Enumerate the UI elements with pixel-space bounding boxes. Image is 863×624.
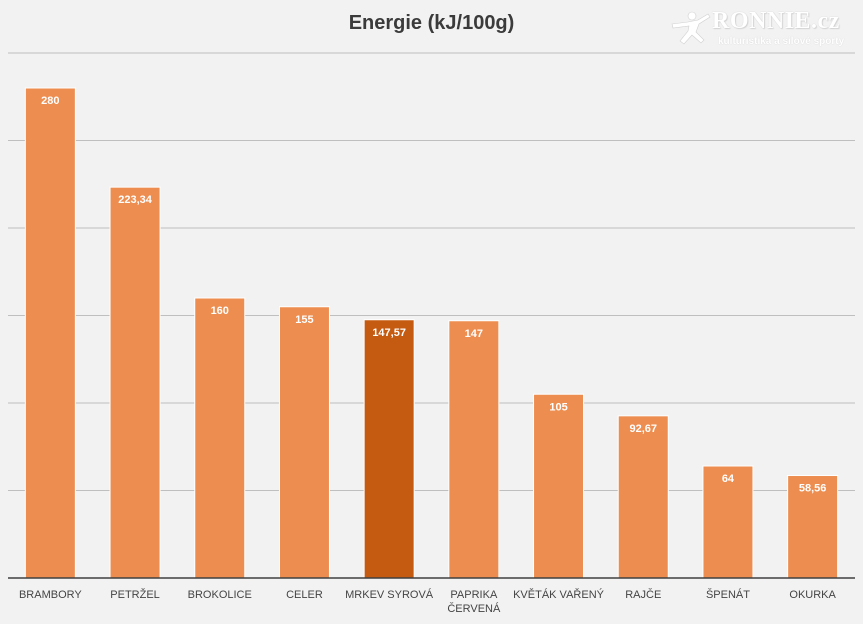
- category-label: BRAMBORY: [19, 589, 82, 601]
- category-label: KVĚTÁK VAŘENÝ: [513, 588, 605, 601]
- bar: [109, 186, 161, 579]
- data-label: 160: [211, 305, 229, 317]
- category-label: OKURKA: [789, 589, 836, 601]
- bar: [617, 415, 669, 579]
- category-label: BROKOLICE: [188, 589, 252, 601]
- bar: [278, 306, 330, 579]
- chart-title: Energie (kJ/100g): [348, 12, 515, 34]
- category-label: ŠPENÁT: [706, 588, 750, 601]
- category-label: CELER: [286, 589, 323, 601]
- category-label: ČERVENÁ: [447, 602, 501, 615]
- data-label: 223,34: [118, 194, 153, 206]
- data-label: 155: [295, 314, 313, 326]
- category-label: PAPRIKA: [450, 589, 498, 601]
- data-label: 92,67: [629, 423, 657, 435]
- category-label: MRKEV SYROVÁ: [345, 588, 434, 601]
- data-label: 105: [549, 401, 567, 413]
- category-label: RAJČE: [625, 588, 661, 601]
- athlete-icon: [671, 11, 711, 45]
- bar: [533, 393, 585, 579]
- data-label: 147: [465, 328, 483, 340]
- category-label: PETRŽEL: [110, 588, 160, 601]
- data-label: 280: [41, 95, 59, 107]
- bar: [24, 87, 76, 579]
- bar: [363, 319, 415, 579]
- bar: [448, 320, 500, 579]
- logo-brand: RONNIE.cz: [712, 8, 840, 34]
- logo-tagline: kulturistika a silové sporty: [718, 36, 845, 47]
- data-label: 64: [722, 473, 735, 485]
- data-label: 58,56: [799, 483, 827, 495]
- ronnie-logo: RONNIE.cz kulturistika a silové sporty: [668, 8, 858, 52]
- bar: [194, 297, 246, 579]
- data-label: 147,57: [372, 327, 406, 339]
